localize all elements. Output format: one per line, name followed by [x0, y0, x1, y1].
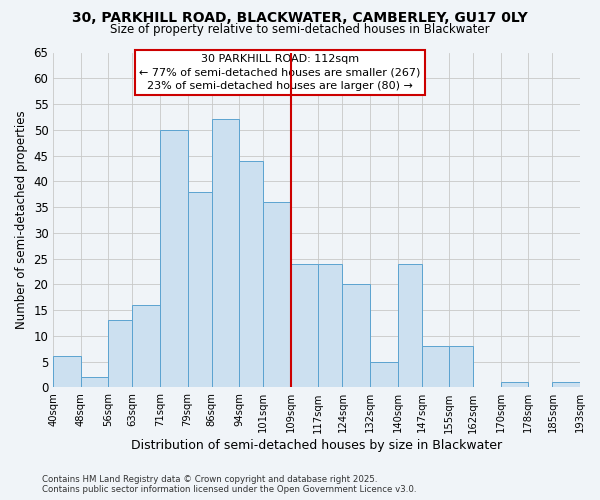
Bar [109, 320, 133, 388]
Bar [53, 356, 81, 388]
Bar [188, 192, 212, 388]
Bar [319, 264, 343, 388]
Bar [133, 305, 160, 388]
Bar [501, 382, 529, 388]
Bar [422, 346, 449, 388]
Text: 30, PARKHILL ROAD, BLACKWATER, CAMBERLEY, GU17 0LY: 30, PARKHILL ROAD, BLACKWATER, CAMBERLEY… [72, 11, 528, 25]
Bar [81, 377, 109, 388]
Text: Size of property relative to semi-detached houses in Blackwater: Size of property relative to semi-detach… [110, 22, 490, 36]
Bar [580, 382, 600, 388]
Text: 30 PARKHILL ROAD: 112sqm
← 77% of semi-detached houses are smaller (267)
23% of : 30 PARKHILL ROAD: 112sqm ← 77% of semi-d… [139, 54, 421, 90]
X-axis label: Distribution of semi-detached houses by size in Blackwater: Distribution of semi-detached houses by … [131, 440, 502, 452]
Bar [291, 264, 319, 388]
Bar [212, 120, 239, 388]
Bar [553, 382, 580, 388]
Bar [160, 130, 188, 388]
Bar [263, 202, 291, 388]
Bar [239, 160, 263, 388]
Text: Contains HM Land Registry data © Crown copyright and database right 2025.
Contai: Contains HM Land Registry data © Crown c… [42, 474, 416, 494]
Bar [370, 362, 398, 388]
Y-axis label: Number of semi-detached properties: Number of semi-detached properties [15, 110, 28, 329]
Bar [398, 264, 422, 388]
Bar [449, 346, 473, 388]
Bar [343, 284, 370, 388]
